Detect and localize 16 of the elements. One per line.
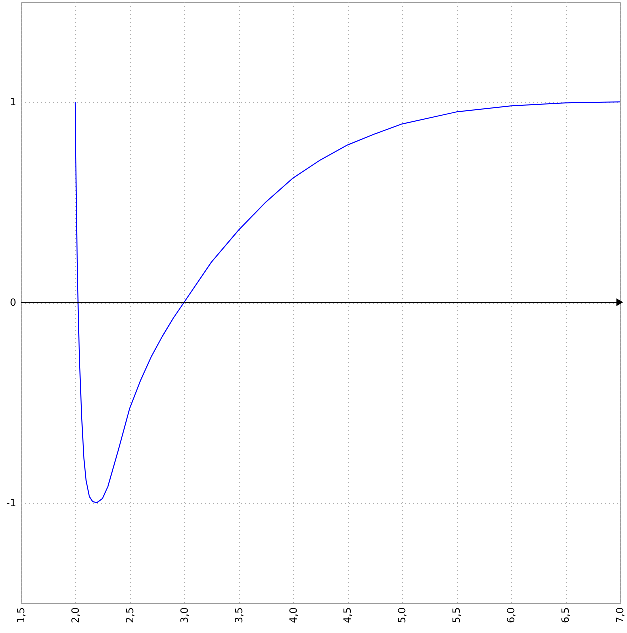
x-tick-label: 6,0 [506,608,518,624]
x-tick-label: 6,5 [561,608,572,624]
x-tick-label: 2,5 [125,608,136,624]
x-tick-label: 2,0 [70,608,82,624]
x-tick-label: 1,5 [16,608,28,624]
y-tick-label: -1 [6,498,16,510]
x-tick-label: 3,0 [180,608,191,624]
line-series [74,102,620,504]
y-tick-label: 0 [10,298,16,309]
x-tick-label: 4,0 [288,608,300,624]
x-tick-label: 7,0 [616,608,626,624]
x-tick-label: 4,5 [343,608,354,624]
x-tick-label: 3,5 [234,608,246,624]
y-tick-label: 1 [10,98,16,109]
x-tick-label: 5,0 [398,608,409,624]
x-tick-label: 5,5 [452,608,464,624]
